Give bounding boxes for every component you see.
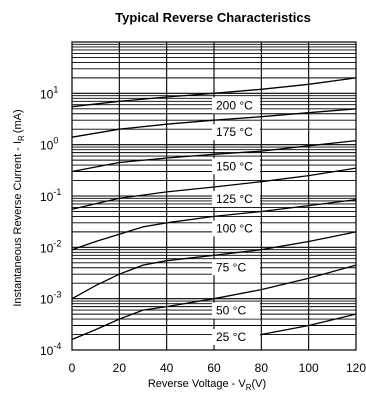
chart-title: Typical Reverse Characteristics [115,10,311,25]
series-line-6 [71,264,357,341]
x-tick-label: 100 [299,361,319,375]
curve-label: 200 °C [216,98,253,112]
series-layer [71,77,357,342]
curve-label: 150 °C [216,159,253,173]
curve-label-box [212,190,260,207]
curve-label: 175 °C [216,125,253,139]
y-tick-label: 10-4 [40,341,61,358]
curve-label: 75 °C [216,260,246,274]
curve-label: 50 °C [216,304,246,318]
x-axis-label: Reverse Voltage - VR(V) [148,378,266,392]
y-tick-label: 101 [40,84,58,101]
curve-label-box [212,328,260,345]
series-line-3 [71,167,357,210]
curve-label-box [212,124,260,141]
x-tick-label: 20 [113,361,127,375]
series-line-2 [71,139,357,173]
plot-frame [71,41,357,351]
curve-label-box [212,97,260,114]
x-tick-label: 0 [69,361,76,375]
curve-label: 25 °C [216,330,246,344]
series-line-1 [71,108,357,138]
series-line-0 [71,77,357,108]
series-line-5 [71,231,357,300]
y-tick-label: 100 [40,136,58,153]
x-tick-layer: 0 20 40 60 80 100 120 [69,361,366,375]
y-axis-label: Instantaneous Reverse Current - IR(mA) [12,109,26,306]
y-tick-label: 10-2 [40,238,61,255]
x-tick-label: 80 [255,361,269,375]
x-tick-label: 60 [207,361,221,375]
x-tick-label: 120 [346,361,366,375]
y-tick-label: 10-3 [40,290,61,307]
y-tick-layer: 101 100 10-1 10-2 10-3 10-4 [40,84,61,358]
curve-label-layer: 200 °C 175 °C 150 °C 125 °C 100 °C 75 °C 50 °C… [212,97,260,345]
curve-label-box [212,302,260,319]
curve-label: 100 °C [216,221,253,235]
curve-label: 125 °C [216,192,253,206]
series-line-4 [71,198,357,251]
y-tick-label: 10-1 [40,187,61,204]
curve-label-box [212,220,260,237]
curve-label-box [212,158,260,175]
x-tick-label: 40 [160,361,174,375]
curve-label-box [212,259,260,276]
